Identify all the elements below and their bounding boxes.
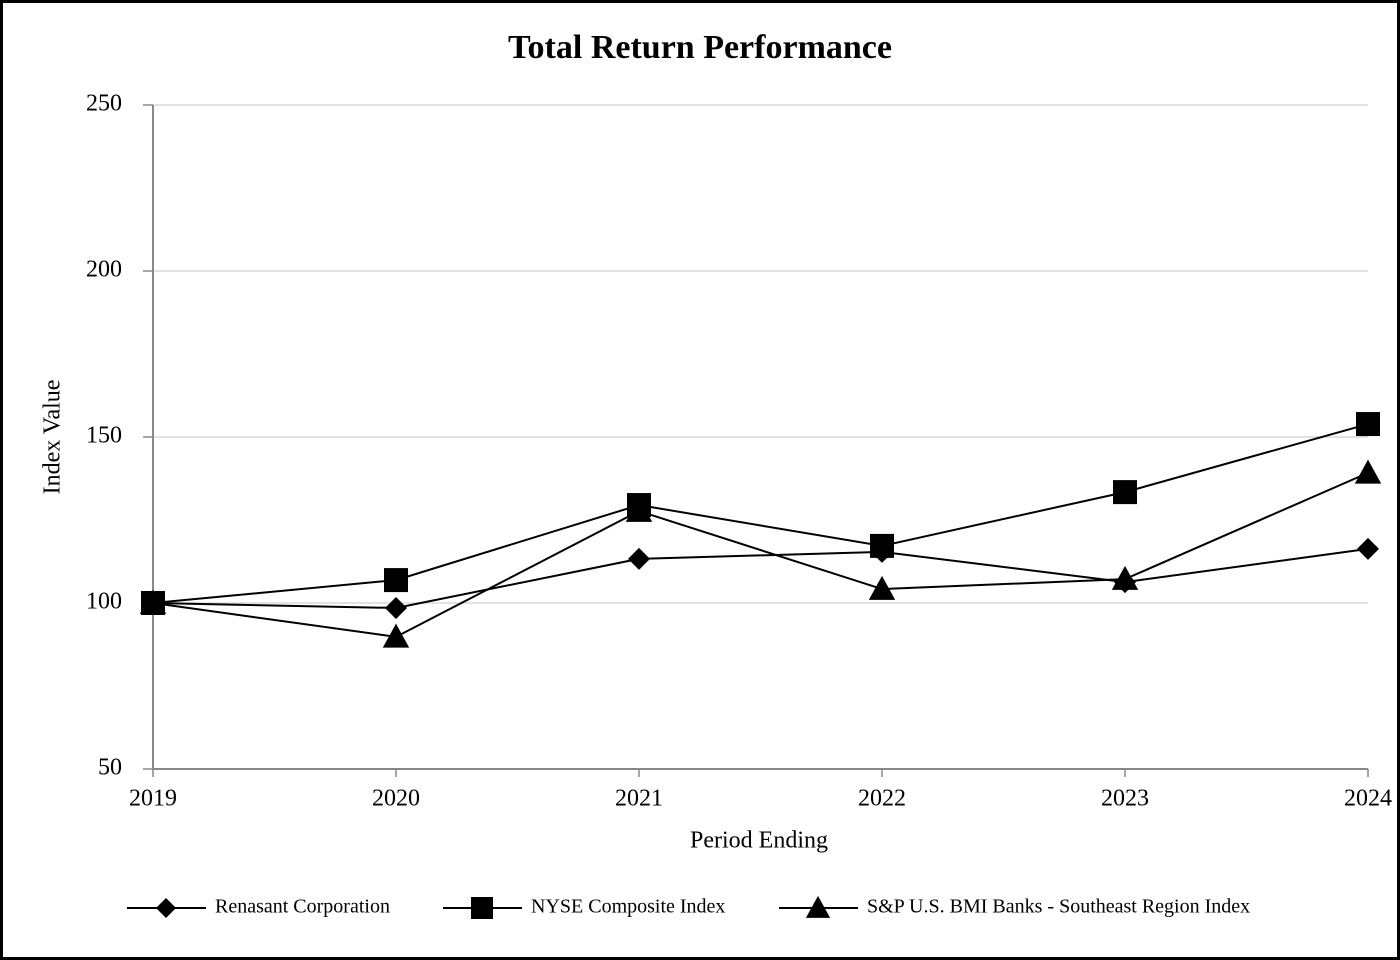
- marker-triangle: [139, 589, 167, 614]
- marker-triangle: [1354, 459, 1382, 484]
- y-tick-label: 200: [86, 257, 122, 283]
- series-line: [152, 423, 1369, 604]
- y-tick-label: 150: [86, 423, 122, 449]
- x-axis-label: Period Ending: [690, 828, 828, 854]
- marker-diamond: [385, 596, 407, 619]
- y-tick-label: 250: [86, 91, 122, 117]
- y-tick-label: 100: [86, 589, 122, 615]
- x-tick-label: 2023: [1101, 786, 1149, 812]
- marker-triangle: [625, 497, 653, 522]
- marker-square: [870, 533, 894, 558]
- legend-label: S&P U.S. BMI Banks - Southeast Region In…: [867, 896, 1250, 918]
- legend-label: Renasant Corporation: [215, 896, 390, 918]
- x-tick-label: 2024: [1344, 786, 1392, 812]
- chart-title: Total Return Performance: [508, 29, 892, 66]
- marker-diamond: [628, 547, 650, 570]
- x-tick-label: 2021: [615, 786, 663, 812]
- marker-triangle: [1111, 565, 1139, 590]
- marker-diamond: [1357, 537, 1379, 560]
- y-axis-label: Index Value: [40, 380, 66, 495]
- x-tick-label: 2020: [372, 786, 420, 812]
- series-line: [152, 547, 1369, 609]
- x-tick-label: 2019: [129, 786, 177, 812]
- marker-square: [1356, 412, 1380, 437]
- x-tick-label: 2022: [858, 786, 906, 812]
- marker-triangle: [382, 623, 410, 648]
- series-line: [152, 471, 1369, 638]
- marker-square: [1113, 480, 1137, 505]
- marker-triangle: [805, 895, 831, 918]
- legend-label: NYSE Composite Index: [531, 896, 725, 918]
- marker-square: [384, 568, 408, 593]
- marker-diamond: [156, 898, 176, 918]
- y-tick-label: 50: [98, 755, 122, 781]
- marker-square: [471, 897, 493, 919]
- marker-triangle: [868, 575, 896, 600]
